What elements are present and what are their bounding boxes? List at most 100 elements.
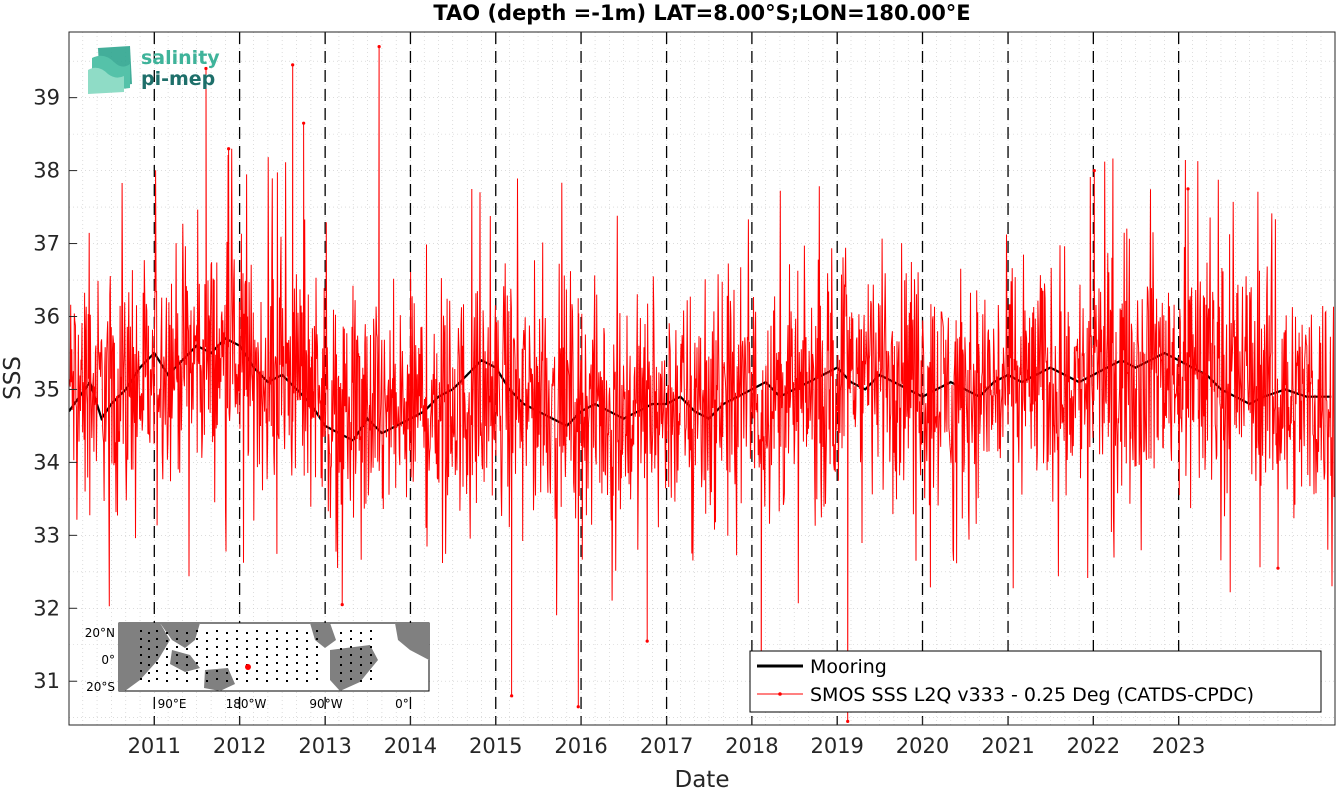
mooring-dot [166,648,168,650]
mooring-dot [196,678,198,680]
mooring-dot [246,640,248,642]
mooring-dot [140,654,142,656]
mooring-dot [370,670,372,672]
mooring-dot [370,646,372,648]
mooring-dot [256,662,258,664]
mooring-dot [196,646,198,648]
mooring-dot [340,672,342,674]
mooring-dot [236,670,238,672]
mooring-dot [350,654,352,656]
mooring-dot [148,656,150,658]
x-tick-label: 2018 [725,734,778,758]
map-lon-tick: 180°W [226,697,267,711]
y-tick-label: 37 [33,232,60,256]
mooring-dot [370,678,372,680]
smos-trough-point [340,603,344,607]
mooring-dot [226,664,228,666]
mooring-dot [156,678,158,680]
mooring-dot [286,664,288,666]
mooring-dot [360,640,362,642]
mooring-dot [296,630,298,632]
mooring-dot [316,654,318,656]
mooring-dot [176,662,178,664]
x-tick-label: 2011 [128,734,181,758]
mooring-dot [296,670,298,672]
mooring-dot [340,656,342,658]
legend-mooring-label: Mooring [810,656,887,678]
mooring-dot [316,678,318,680]
mooring-dot [370,630,372,632]
y-tick-label: 31 [33,669,60,693]
mooring-dot [236,654,238,656]
inset-map-mooring-array [140,630,372,682]
mooring-dot [166,632,168,634]
mooring-dot [340,648,342,650]
mooring-dot [148,632,150,634]
mooring-dot [266,640,268,642]
mooring-dot [316,670,318,672]
mooring-dot [148,672,150,674]
mooring-dot [286,648,288,650]
mooring-dot [360,672,362,674]
mooring-dot [276,654,278,656]
inset-map-location-marker [245,664,251,670]
mooring-dot [266,648,268,650]
legend-smos-label: SMOS SSS L2Q v333 - 0.25 Deg (CATDS-CPDC… [810,684,1254,706]
mooring-dot [340,640,342,642]
mooring-dot [226,648,228,650]
mooring-dot [266,680,268,682]
map-lon-tick: 90°E [158,697,187,711]
mooring-dot [236,638,238,640]
mooring-dot [286,656,288,658]
mooring-dot [316,646,318,648]
mooring-dot [148,664,150,666]
mooring-dot [176,630,178,632]
smos-peak-point [204,66,208,71]
mooring-dot [156,638,158,640]
mooring-dot [140,662,142,664]
mooring-dot [296,638,298,640]
mooring-dot [256,654,258,656]
mooring-dot [276,662,278,664]
mooring-dot [186,656,188,658]
legend: Mooring SMOS SSS L2Q v333 - 0.25 Deg (CA… [749,650,1322,713]
mooring-dot [286,680,288,682]
y-tick-label: 32 [33,596,60,620]
mooring-dot [306,648,308,650]
mooring-dot [316,662,318,664]
mooring-dot [206,664,208,666]
mooring-dot [296,678,298,680]
mooring-dot [246,672,248,674]
smos-peak-point [1186,187,1190,191]
mooring-dot [350,630,352,632]
smos-peak-point [302,121,306,125]
x-tick-label: 2022 [1067,734,1120,758]
mooring-dot [236,630,238,632]
mooring-dot [166,640,168,642]
mooring-dot [256,638,258,640]
x-tick-label: 2019 [810,734,863,758]
plot-area [69,32,1335,725]
mooring-dot [148,648,150,650]
x-tick-label: 2014 [384,734,437,758]
mooring-dot [206,648,208,650]
mooring-dot [156,662,158,664]
mooring-dot [246,680,248,682]
mooring-dot [206,680,208,682]
mooring-dot [176,670,178,672]
mooring-dot [360,664,362,666]
x-tick-label: 2015 [469,734,522,758]
mooring-dot [140,630,142,632]
mooring-dot [216,678,218,680]
mooring-dot [360,648,362,650]
mooring-dot [306,632,308,634]
mooring-dot [156,630,158,632]
mooring-dot [370,654,372,656]
salinity-pimep-logo: salinity pi-mep [88,46,220,94]
mooring-dot [296,662,298,664]
y-tick-label: 34 [33,450,60,474]
map-lat-tick: 0° [101,653,115,667]
mooring-dot [306,640,308,642]
mooring-dot [350,638,352,640]
